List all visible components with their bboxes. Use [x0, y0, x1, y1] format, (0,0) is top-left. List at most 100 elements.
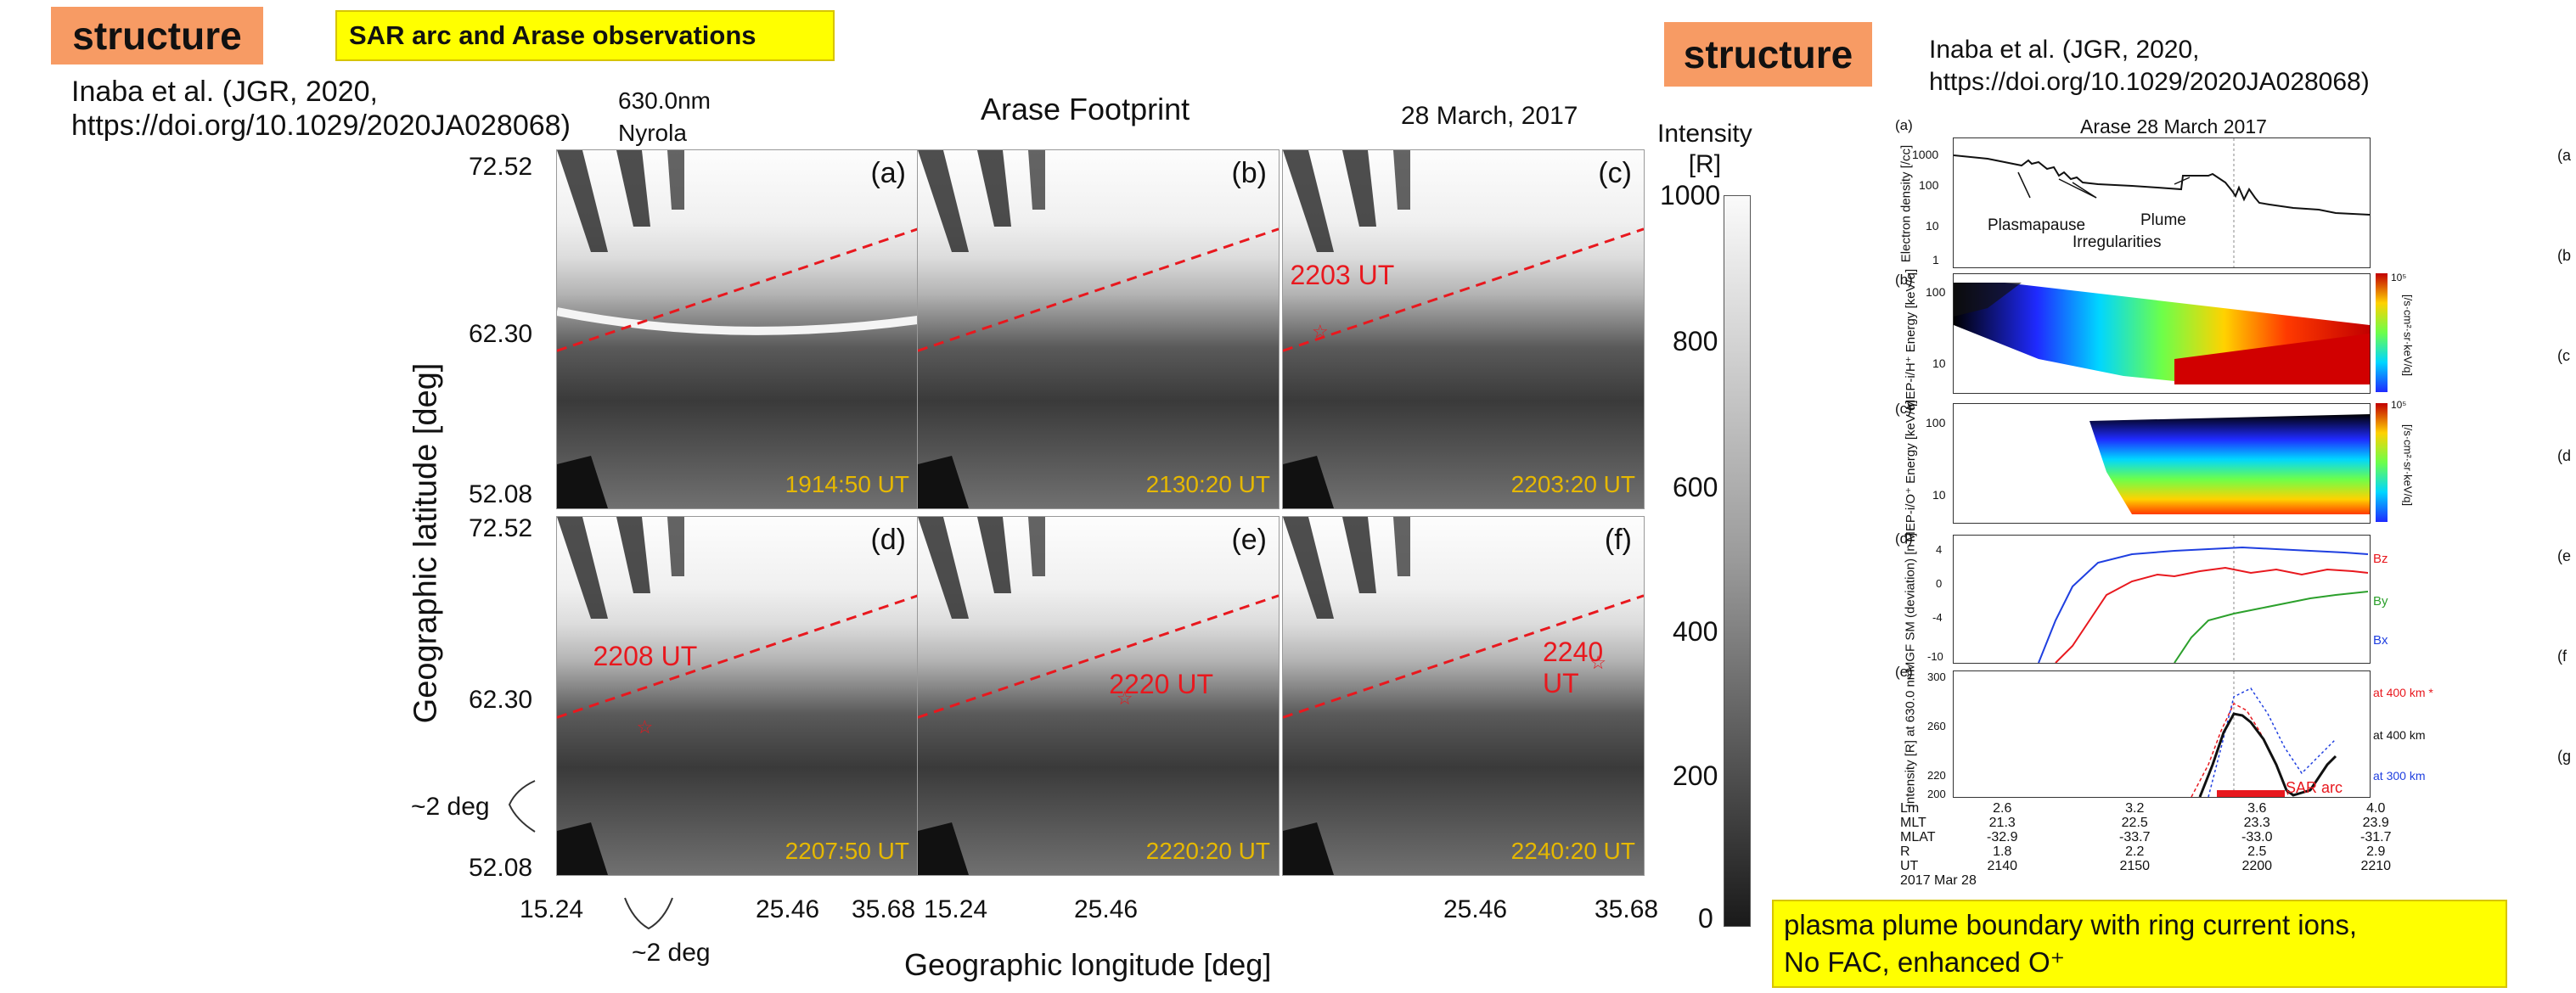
left-citation-line2: https://doi.org/10.1029/2020JA028068) — [71, 109, 571, 142]
ephem-label-lm: Lm — [1900, 801, 1920, 816]
title-banner: SAR arc and Arase observations — [335, 10, 835, 61]
cb-tick-0: 0 — [1698, 903, 1713, 934]
o-cb-label: [/s·cm²·sr·keV/q] — [2401, 424, 2415, 507]
ephem-1-r: 1.8 — [1993, 844, 2012, 859]
two-deg-lon-label: ~2 deg — [632, 939, 711, 967]
density-tick-10: 10 — [1926, 219, 1939, 233]
ephemeris-col-4: 4.0 23.9 -31.7 2.9 2210 — [2360, 801, 2391, 873]
lon-tick-2b: 25.46 — [1074, 895, 1139, 923]
ephem-2-mlat: -33.7 — [2119, 830, 2151, 844]
ephem-2-lm: 3.2 — [2125, 801, 2145, 816]
panel-time: 1914:50 UT — [785, 471, 909, 497]
panel-time: 2207:50 UT — [785, 838, 909, 864]
right-panel-label-a: (a) — [1895, 117, 1913, 133]
ephem-3-lm: 3.6 — [2247, 801, 2267, 816]
density-tick-1000: 1000 — [1912, 148, 1939, 161]
event-time-label: 2208 UT — [593, 640, 698, 671]
right-citation: Inaba et al. (JGR, 2020, https://doi.org… — [1929, 34, 2370, 98]
lon-tick-1a: 15.24 — [520, 895, 584, 923]
ephem-1-lm: 2.6 — [1993, 801, 2012, 816]
ephemeris-labels: Lm MLT MLAT R UT 2017 Mar 28 — [1900, 801, 1977, 888]
ephem-label-r: R — [1900, 844, 1910, 859]
cb-tick-800: 800 — [1673, 326, 1718, 356]
right-panel-mgf — [1953, 535, 2371, 664]
panel-overlay — [1283, 517, 1644, 875]
panel-label: (f) — [1604, 524, 1632, 556]
right-panel-h-spectrogram — [1953, 273, 2371, 394]
panel-time: 2240:20 UT — [1510, 838, 1635, 864]
legend-bx: Bx — [2373, 633, 2388, 648]
two-deg-lon-brace — [624, 897, 673, 930]
footprint-star-icon: ☆ — [636, 715, 654, 738]
wavelength-label: 630.0nm — [618, 87, 711, 114]
edge-label-d: (d — [2557, 447, 2572, 464]
edge-label-g: (g — [2557, 748, 2572, 765]
o-tick-10: 10 — [1932, 488, 1946, 502]
ephem-4-r: 2.9 — [2366, 844, 2386, 859]
lat-tick-bot-2: 52.08 — [469, 854, 533, 882]
station-label: Nyrola — [618, 120, 687, 146]
ephem-4-ut: 2210 — [2360, 859, 2392, 873]
structure-tag-left-text: structure — [72, 14, 242, 58]
right-panel-label-e: (e) — [1895, 664, 1913, 680]
allsky-panel-d: (d) 2207:50 UT 2208 UT ☆ — [556, 516, 919, 876]
annotation-sar-arc: SAR arc — [2286, 779, 2343, 796]
mgf-tick-m10: -10 — [1927, 650, 1943, 663]
edge-label-a: (a — [2557, 147, 2572, 164]
ephem-1-mlat: -32.9 — [1987, 830, 2018, 844]
panel-label: (c) — [1598, 157, 1632, 189]
lon-tick-3c: 35.68 — [1595, 895, 1659, 923]
int-tick-200: 200 — [1927, 788, 1946, 800]
ephem-3-mlat: -33.0 — [2241, 830, 2273, 844]
o-colorbar — [2376, 403, 2388, 522]
right-panel-intensity — [1953, 670, 2371, 798]
ephem-3-r: 2.5 — [2247, 844, 2267, 859]
o-spectrogram — [1954, 414, 2370, 514]
right-ylabel-o: MEP-i/O⁺ Energy [keV/q] — [1904, 400, 1918, 542]
panel-time: 2220:20 UT — [1145, 838, 1270, 864]
allsky-panel-e: (e) 2220:20 UT 2220 UT ☆ — [917, 516, 1280, 876]
right-citation-line1: Inaba et al. (JGR, 2020, — [1929, 36, 2200, 64]
footprint-star-icon: ☆ — [1312, 321, 1329, 342]
colorbar-title-1: Intensity — [1657, 120, 1752, 148]
cb-tick-400: 400 — [1673, 616, 1718, 647]
summary-note-line1: plasma plume boundary with ring current … — [1784, 909, 2358, 940]
edge-label-e: (e — [2557, 547, 2572, 564]
structure-tag-left: structure — [51, 7, 263, 65]
ephem-1-mlt: 21.3 — [1988, 816, 2016, 830]
ephemeris-col-1: 2.6 21.3 -32.9 1.8 2140 — [1987, 801, 2017, 873]
mgf-tick-m4: -4 — [1932, 611, 1943, 624]
allsky-panel-a: (a) 1914:50 UT — [556, 149, 919, 509]
ephem-label-mlat: MLAT — [1900, 830, 1936, 844]
panel-time: 2130:20 UT — [1145, 471, 1270, 497]
right-panel-density: Plasmapause Irregularities Plume — [1953, 137, 2371, 268]
panel-overlay — [557, 517, 918, 875]
right-panel-label-c: (c) — [1895, 401, 1912, 417]
footprint-star-icon: ☆ — [1589, 651, 1606, 673]
cb-tick-1000: 1000 — [1660, 180, 1721, 210]
lat-tick-mid-2: 62.30 — [469, 686, 533, 714]
h-tick-10: 10 — [1932, 356, 1946, 370]
figure-title: Arase Footprint — [981, 92, 1190, 126]
o-tick-100: 100 — [1926, 416, 1946, 429]
annotation-plasmapause: Plasmapause — [1988, 216, 2086, 234]
panel-overlay — [557, 150, 918, 508]
lat-tick-mid-1: 62.30 — [469, 320, 533, 348]
right-ylabel-h: MEP-i/H⁺ Energy [keV/q] — [1904, 268, 1918, 411]
title-banner-text: SAR arc and Arase observations — [349, 20, 756, 50]
lon-tick-2a: 15.24 — [924, 895, 988, 923]
right-ylabel-int: Intensity [R] at 630.0 nm — [1903, 669, 1918, 808]
density-tick-1: 1 — [1932, 253, 1939, 266]
int-tick-300: 300 — [1927, 670, 1946, 683]
int-tick-220: 220 — [1927, 769, 1946, 782]
summary-note-line2: No FAC, enhanced O⁺ — [1784, 946, 2066, 978]
two-deg-lat-label: ~2 deg — [411, 793, 490, 821]
lon-tick-1c: 35.68 — [852, 895, 916, 923]
h-cb-tick-5: 10⁵ — [2391, 272, 2407, 283]
edge-label-b: (b — [2557, 247, 2572, 264]
ephem-4-lm: 4.0 — [2366, 801, 2386, 816]
y-axis-label: Geographic latitude [deg] — [408, 362, 444, 724]
ephem-3-mlt: 23.3 — [2243, 816, 2270, 830]
right-panel-label-d: (d) — [1895, 530, 1913, 547]
colorbar-title: Intensity [R] — [1657, 119, 1752, 180]
